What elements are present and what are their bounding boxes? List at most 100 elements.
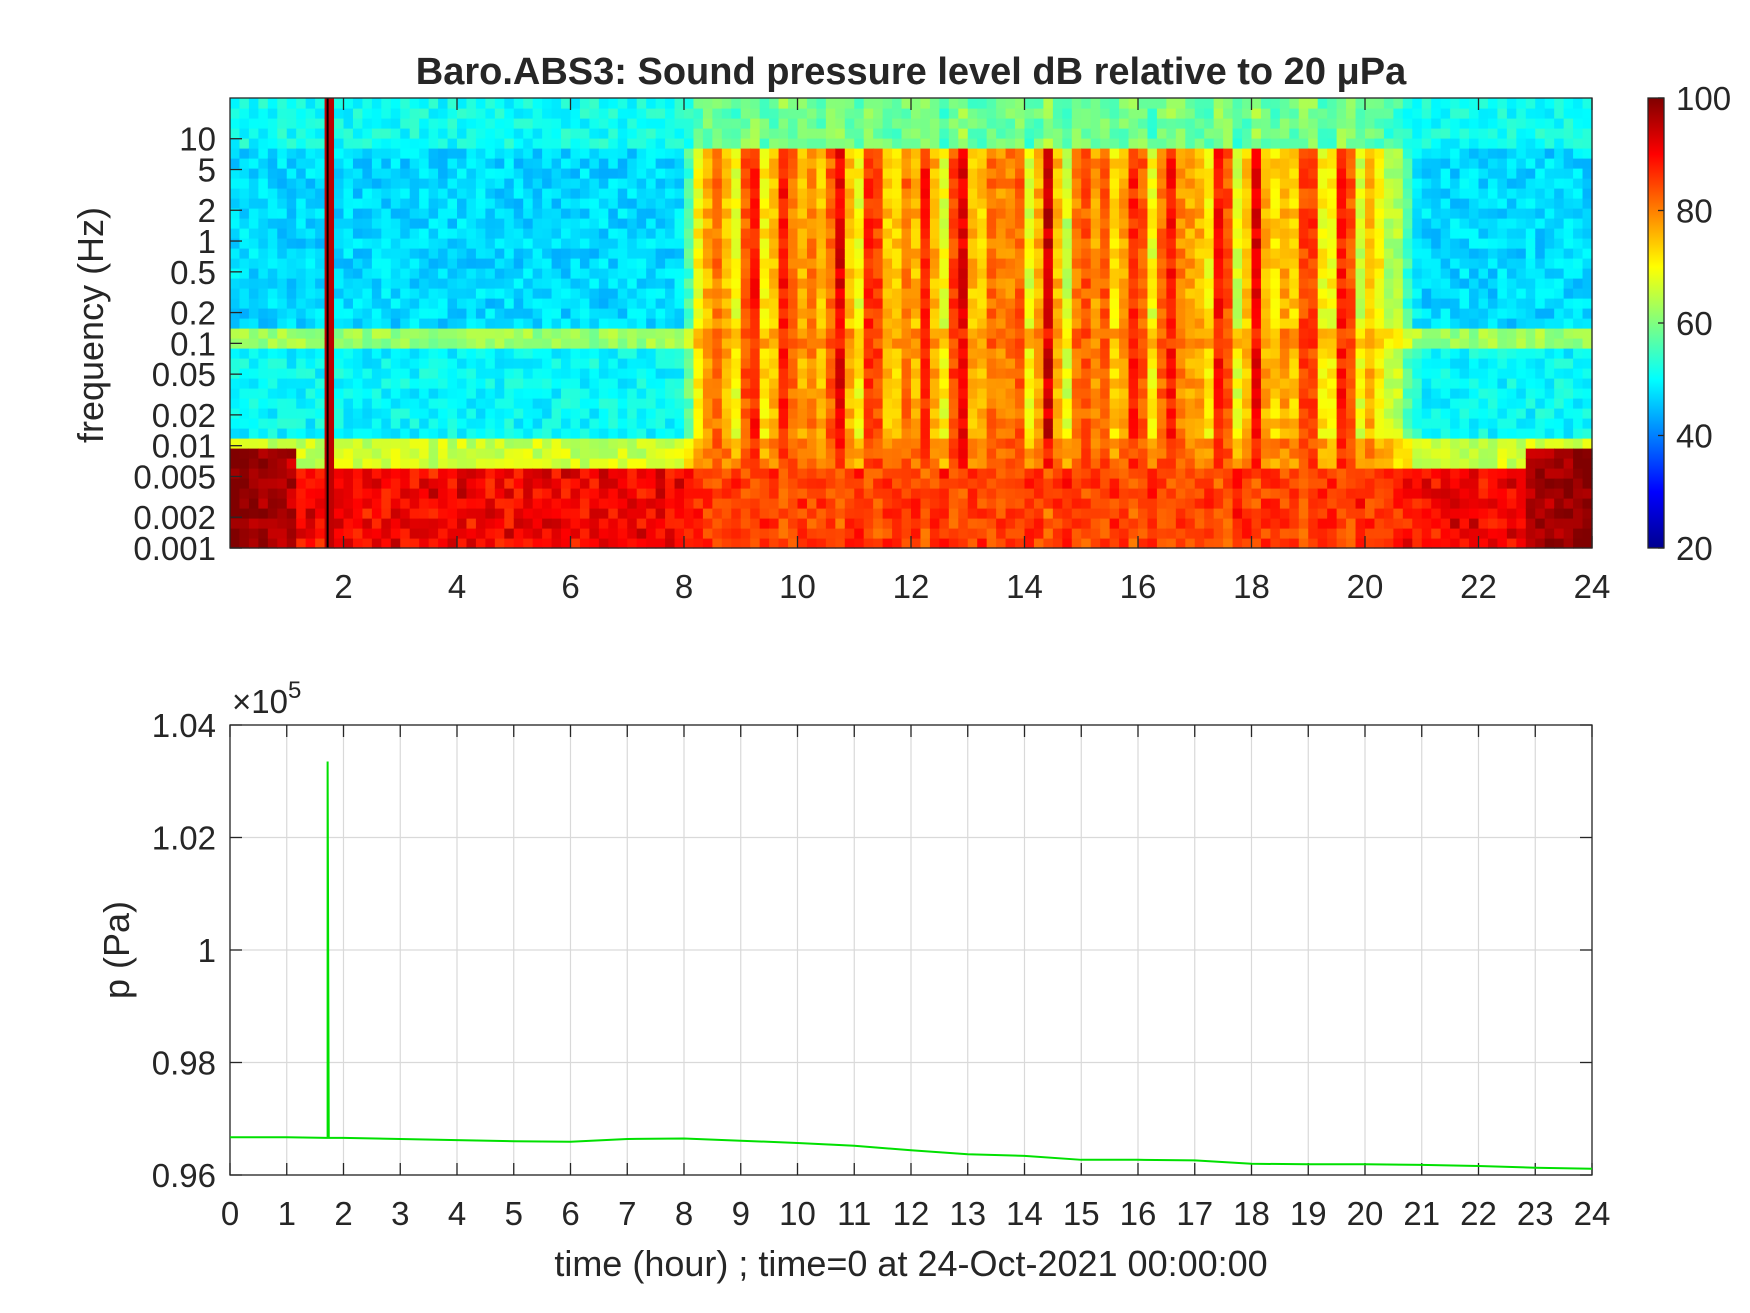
spectrogram-cell — [911, 478, 922, 489]
spectrogram-cell — [390, 348, 401, 359]
spectrogram-cell — [892, 468, 903, 479]
spectrogram-cell — [939, 528, 950, 539]
spectrogram-cell — [315, 488, 326, 499]
spectrogram-cell — [494, 158, 505, 169]
spectrogram-cell — [759, 358, 770, 369]
spectrogram-cell — [1156, 538, 1167, 549]
spectrogram-cell — [1062, 448, 1073, 459]
spectrogram-cell — [806, 438, 818, 449]
spectrogram-cell — [759, 198, 770, 209]
spectrogram-cell — [1156, 168, 1167, 179]
spectrogram-cell — [371, 478, 382, 489]
spectrogram-cell — [1138, 428, 1149, 439]
spectrogram-cell — [1119, 518, 1130, 529]
spectrogram-cell — [230, 368, 241, 379]
spectrogram-cell — [371, 398, 382, 409]
spectrogram-cell — [371, 528, 382, 539]
spectrogram-cell — [882, 338, 893, 349]
spectrogram-cell — [286, 498, 297, 509]
spectrogram-cell — [731, 178, 742, 189]
spectrogram-cell — [750, 518, 761, 529]
spectrogram-cell — [788, 178, 799, 189]
spectrogram-cell — [1100, 308, 1111, 319]
spectrogram-cell — [532, 408, 543, 419]
spectrogram-cell — [589, 288, 600, 299]
spectrogram-cell — [1166, 528, 1177, 539]
spectrogram-cell — [948, 98, 959, 109]
spectrogram-cell — [636, 168, 647, 179]
spectrogram-cell — [1062, 488, 1073, 499]
spectrogram-cell — [721, 358, 732, 369]
spectrogram-cell — [504, 388, 515, 399]
spectrogram-cell — [911, 308, 922, 319]
spectrogram-cell — [835, 248, 846, 259]
spectrogram-cell — [1242, 358, 1253, 369]
spectrogram-cell — [825, 328, 836, 339]
spectrogram-cell — [816, 288, 827, 299]
spectrogram-cell — [854, 428, 865, 439]
spectrogram-cell — [1166, 138, 1177, 149]
spectrogram-cell — [1251, 218, 1262, 229]
spectrogram-cell — [712, 148, 723, 159]
spectrogram-cell — [1033, 118, 1045, 129]
spectrogram-cell — [665, 378, 676, 389]
spectrogram-cell — [457, 378, 468, 389]
spectrogram-cell — [816, 538, 827, 549]
spectrogram-cell — [1213, 348, 1224, 359]
spectrogram-cell — [825, 388, 836, 399]
spectrogram-cell — [911, 538, 922, 549]
spectrogram-cell — [778, 298, 789, 309]
spectrogram-cell — [1166, 198, 1177, 209]
spectrogram-cell — [334, 258, 345, 269]
spectrogram-cell — [835, 428, 846, 439]
spectrogram-cell — [324, 438, 335, 449]
spectrogram-cell — [1005, 248, 1016, 259]
spectrogram-cell — [712, 298, 723, 309]
spectrogram-cell — [1147, 538, 1158, 549]
spectrogram-cell — [598, 188, 609, 199]
spectrogram-cell — [1194, 428, 1205, 439]
spectrogram-cell — [627, 398, 638, 409]
spectrogram-cell — [1204, 318, 1215, 329]
spectrogram-cell — [1223, 178, 1234, 189]
spectrogram-cell — [721, 518, 732, 529]
spectrogram-cell — [1270, 238, 1281, 249]
spectrogram-cell — [381, 308, 392, 319]
spectrogram-cell — [570, 318, 581, 329]
spectrogram-cell — [1119, 138, 1130, 149]
spectrogram-cell — [551, 368, 562, 379]
spectrogram-cell — [759, 178, 770, 189]
spectrogram-cell — [513, 198, 524, 209]
spectrogram-cell — [825, 368, 836, 379]
spectrogram-cell — [929, 438, 940, 449]
spectrogram-cell — [873, 448, 884, 459]
spectrogram-cell — [324, 178, 335, 189]
spectrogram-cell — [1194, 358, 1205, 369]
spectrogram-cell — [267, 488, 278, 499]
spectrogram-cell — [457, 238, 468, 249]
spectrogram-cell — [1015, 528, 1026, 539]
spectrogram-cell — [967, 348, 978, 359]
spectrogram-cell — [428, 98, 439, 109]
spectrogram-cell — [1119, 158, 1130, 169]
spectrogram-cell — [267, 138, 278, 149]
spectrogram-cell — [693, 138, 704, 149]
spectrogram-cell — [882, 168, 893, 179]
spectrogram-cell — [1128, 508, 1139, 519]
spectrogram-cell — [1090, 468, 1101, 479]
spectrogram-cell — [901, 348, 912, 359]
spectrogram-cell — [967, 268, 978, 279]
spectrogram-cell — [750, 458, 761, 469]
spectrogram-cell — [702, 388, 713, 399]
spectrogram-cell — [513, 118, 524, 129]
spectrogram-cell — [1204, 268, 1215, 279]
spectrogram-cell — [371, 168, 382, 179]
spectrogram-cell — [1024, 258, 1035, 269]
spectrogram-cell — [740, 128, 751, 139]
spectrogram-cell — [381, 388, 392, 399]
spectrogram-cell — [551, 488, 562, 499]
spectrogram-cell — [655, 368, 666, 379]
spectrogram-cell — [1232, 458, 1243, 469]
spectrogram-cell — [1090, 428, 1101, 439]
spectrogram-cell — [939, 308, 950, 319]
